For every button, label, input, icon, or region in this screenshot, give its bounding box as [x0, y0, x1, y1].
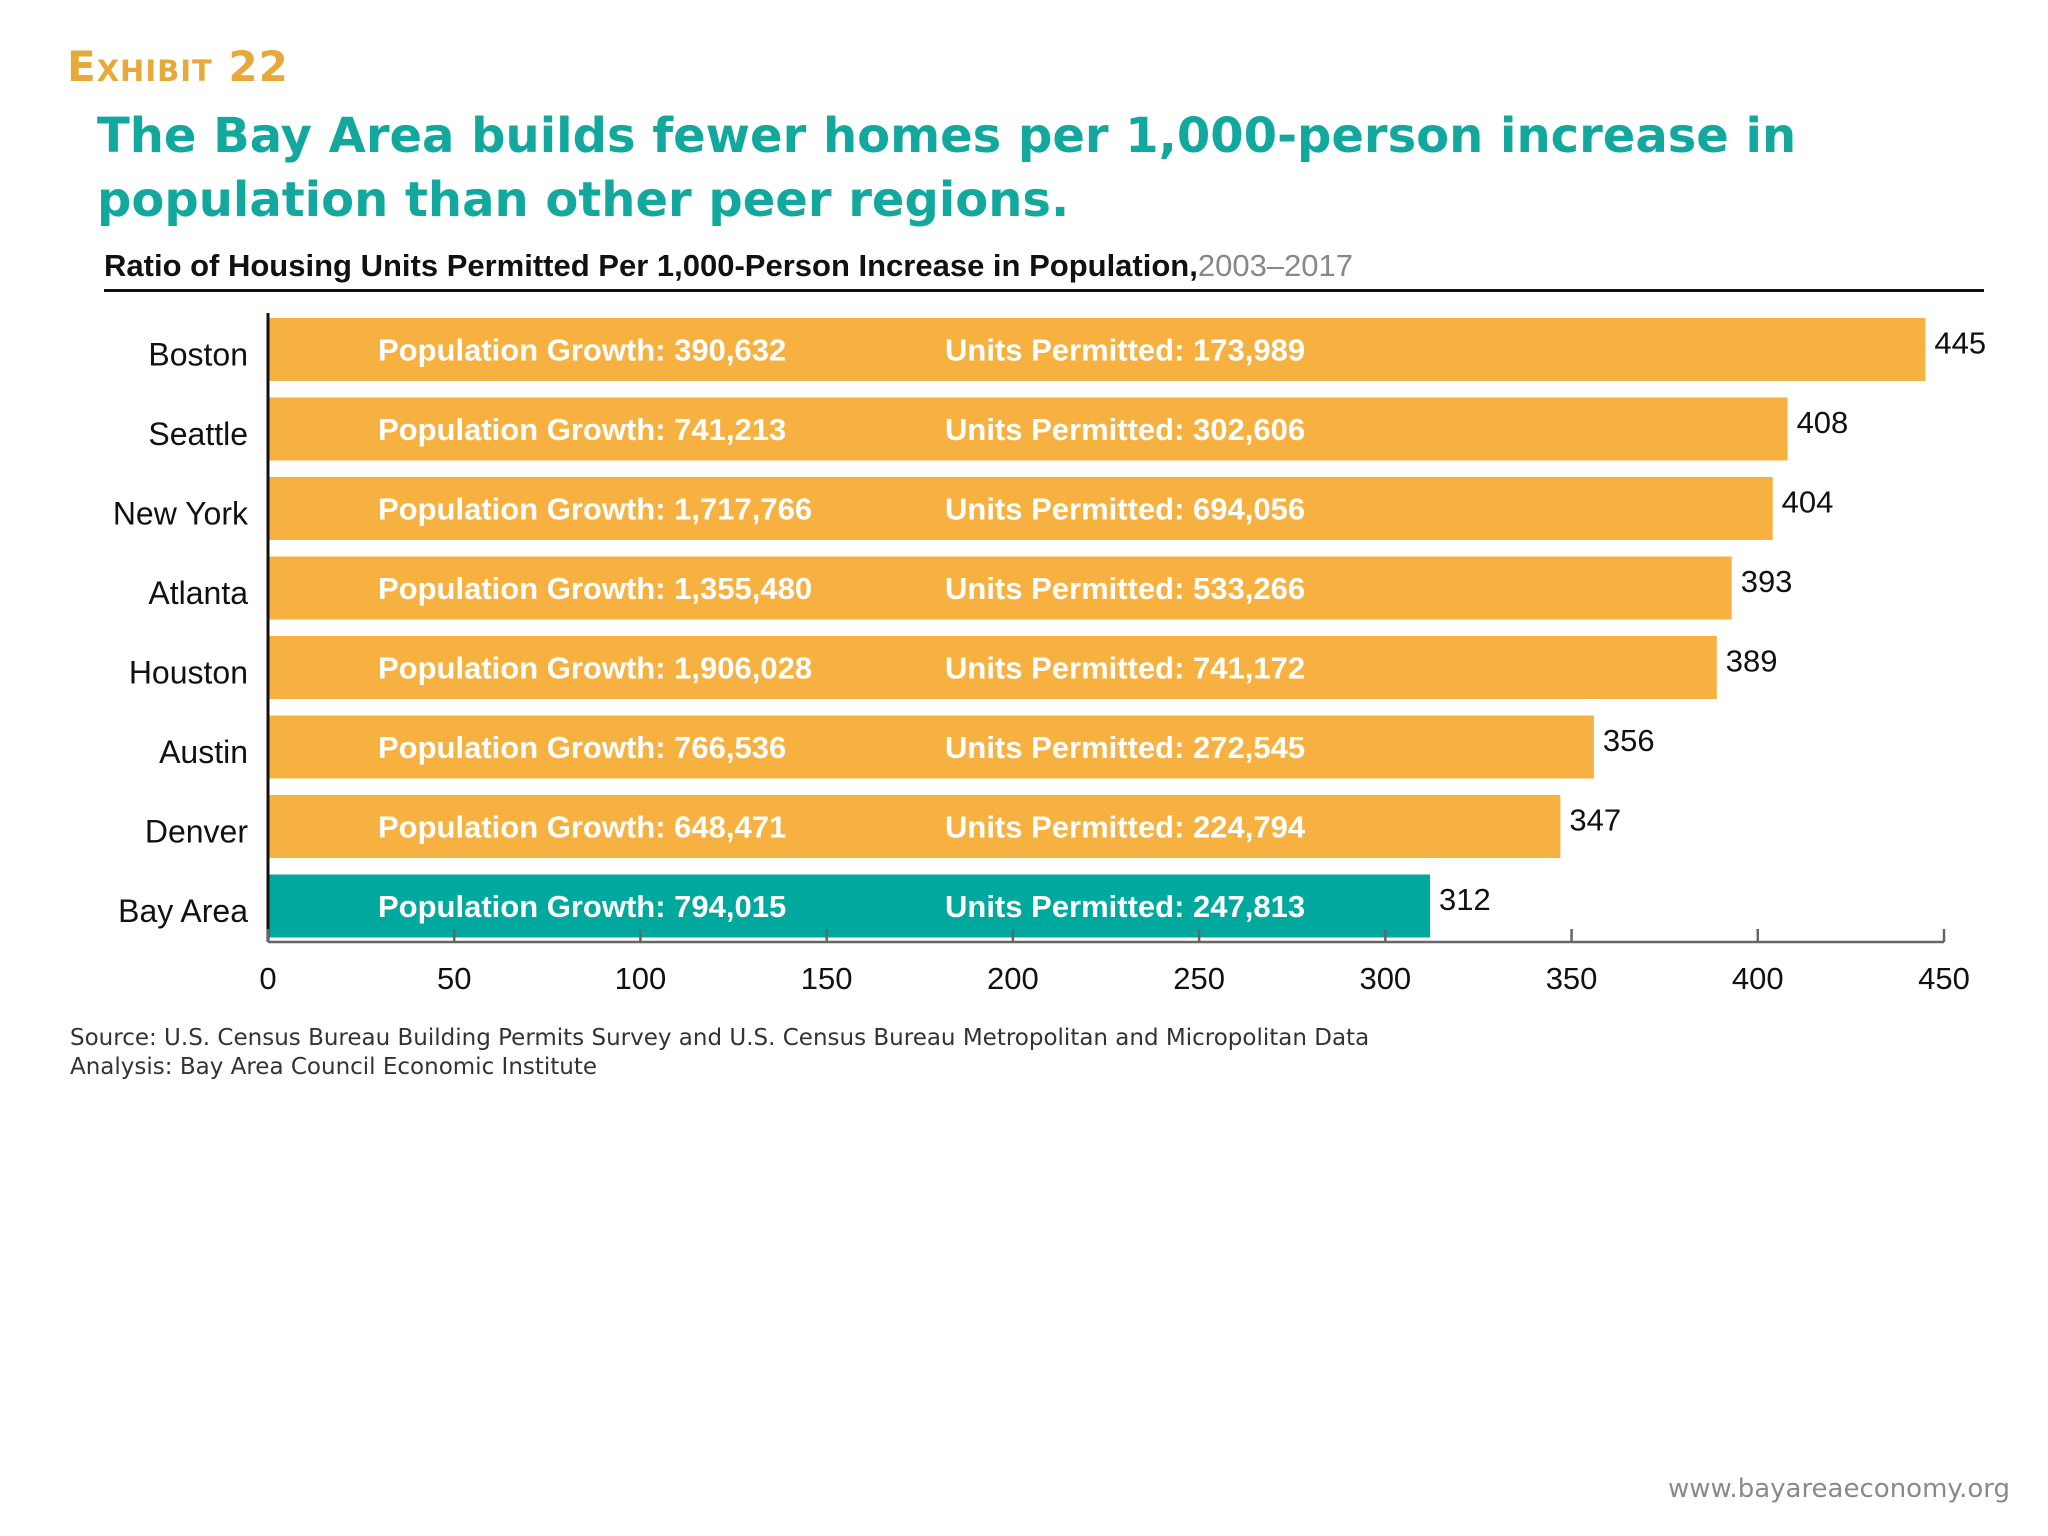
x-tick-label: 250	[1173, 961, 1225, 996]
bar	[268, 874, 1431, 938]
category-label: Boston	[148, 337, 248, 373]
bar-chart: Population Growth: 390,632 Units Permitte…	[113, 313, 1986, 996]
analysis-line: Analysis: Bay Area Council Economic Inst…	[70, 1054, 598, 1080]
units-permitted-label: Units Permitted: 173,989	[945, 333, 1305, 368]
population-growth-label: Population Growth: 766,536	[378, 730, 786, 765]
value-label: 445	[1934, 326, 1986, 361]
exhibit-label: Exhibit 22	[67, 42, 289, 91]
bar	[268, 397, 1788, 461]
chart-title: Ratio of Housing Units Permitted Per 1,0…	[104, 248, 1353, 284]
value-label: 393	[1741, 564, 1793, 599]
units-permitted-label: Units Permitted: 247,813	[945, 889, 1305, 924]
chart-title-main: Ratio of Housing Units Permitted Per 1,0…	[104, 248, 1198, 283]
x-tick-label: 100	[615, 961, 667, 996]
value-label: 347	[1569, 803, 1621, 838]
x-tick-label: 0	[259, 961, 276, 996]
source-note: Source: U.S. Census Bureau Building Perm…	[70, 1024, 1369, 1082]
population-growth-label: Population Growth: 1,355,480	[378, 571, 812, 606]
units-permitted-label: Units Permitted: 224,794	[945, 810, 1306, 845]
bar	[268, 556, 1732, 620]
bar	[268, 318, 1926, 381]
x-tick-label: 200	[987, 961, 1039, 996]
units-permitted-label: Units Permitted: 272,545	[945, 730, 1305, 765]
x-tick-label: 400	[1732, 961, 1784, 996]
source-line: Source: U.S. Census Bureau Building Perm…	[70, 1025, 1370, 1051]
x-tick-label: 350	[1546, 961, 1598, 996]
chart-title-period: 2003–2017	[1197, 248, 1354, 283]
value-label: 312	[1439, 882, 1491, 917]
x-tick-label: 450	[1918, 961, 1970, 996]
bar	[268, 795, 1561, 858]
value-label: 404	[1782, 485, 1834, 520]
category-label: Denver	[145, 814, 249, 850]
population-growth-label: Population Growth: 794,015	[378, 889, 786, 924]
population-growth-label: Population Growth: 741,213	[378, 412, 786, 447]
bars-layer: Population Growth: 390,632 Units Permitte…	[268, 318, 1986, 938]
units-permitted-label: Units Permitted: 533,266	[945, 571, 1305, 606]
value-label: 356	[1603, 723, 1655, 758]
category-label: Bay Area	[118, 893, 248, 929]
category-label: Austin	[159, 734, 248, 770]
population-growth-label: Population Growth: 1,906,028	[378, 651, 812, 686]
category-label: Atlanta	[148, 575, 248, 611]
units-permitted-label: Units Permitted: 694,056	[945, 492, 1305, 527]
title-rule	[104, 289, 1984, 292]
population-growth-label: Population Growth: 648,471	[378, 810, 786, 845]
x-tick-label: 150	[801, 961, 853, 996]
axes-layer: Boston Seattle New York Atlanta Houston Austi…	[113, 313, 1970, 996]
x-tick-label: 300	[1359, 961, 1411, 996]
footer-url: www.bayareaeconomy.org	[1668, 1474, 2010, 1504]
units-permitted-label: Units Permitted: 302,606	[945, 412, 1305, 447]
population-growth-label: Population Growth: 390,632	[378, 333, 786, 368]
bar	[268, 715, 1594, 779]
value-label: 389	[1726, 644, 1778, 679]
headline: The Bay Area builds fewer homes per 1,00…	[97, 108, 1797, 228]
units-permitted-label: Units Permitted: 741,172	[945, 651, 1305, 686]
category-label: New York	[113, 496, 249, 532]
category-label: Seattle	[148, 416, 248, 452]
value-label: 408	[1797, 405, 1849, 440]
bar	[268, 636, 1717, 699]
population-growth-label: Population Growth: 1,717,766	[378, 492, 812, 527]
category-label: Houston	[129, 655, 248, 691]
x-tick-label: 50	[437, 961, 471, 996]
bar	[268, 477, 1773, 540]
